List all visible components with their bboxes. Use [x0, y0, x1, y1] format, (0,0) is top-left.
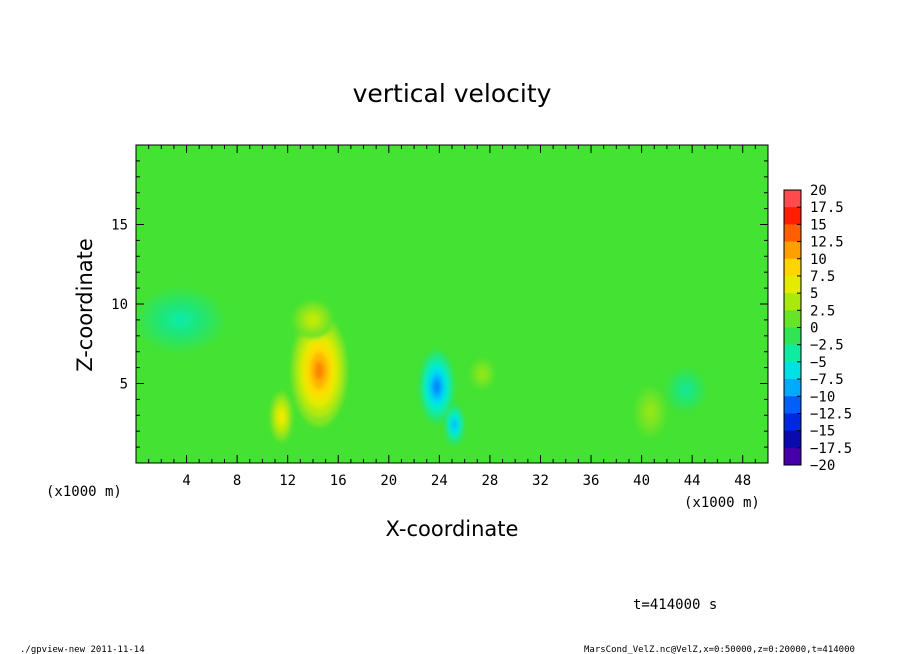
x-tick-label: 20	[380, 473, 397, 489]
x-tick-label: 28	[481, 473, 498, 489]
plot-area	[136, 145, 768, 463]
colorbar-label: 15	[810, 217, 827, 233]
field-feature	[292, 300, 334, 339]
chart-title: vertical velocity	[353, 79, 552, 108]
colorbar-segment	[784, 379, 801, 397]
colorbar-segment	[784, 413, 801, 432]
x-axis-label: X-coordinate	[386, 517, 519, 541]
colorbar-segment	[784, 361, 801, 380]
footer-left: ./gpview-new 2011-11-14	[20, 645, 145, 654]
colorbar-segment	[784, 447, 801, 466]
field-feature	[634, 386, 667, 438]
colorbar-segment	[784, 327, 801, 346]
colorbar-label: 12.5	[810, 235, 844, 251]
field-feature	[665, 367, 707, 413]
colorbar-segment	[784, 293, 801, 311]
x-tick-label: 16	[330, 473, 347, 489]
colorbar-label: −12.5	[810, 406, 852, 422]
field-feature	[469, 358, 495, 390]
colorbar-segment	[784, 207, 801, 225]
x-tick-label: 44	[684, 473, 701, 489]
colorbar-segment	[784, 310, 801, 328]
colorbar-segment	[784, 396, 801, 414]
colorbar-label: 7.5	[810, 269, 835, 285]
x-tick-label: 12	[279, 473, 296, 489]
x-tick-label: 40	[633, 473, 650, 489]
colorbar-label: 0	[810, 321, 818, 337]
field-feature	[291, 315, 348, 427]
colorbar-label: 17.5	[810, 200, 844, 216]
y-axis-label: Z-coordinate	[73, 238, 97, 372]
x-unit-left: (x1000 m)	[46, 484, 122, 500]
colorbar-label: 5	[810, 286, 818, 302]
field-feature	[136, 288, 225, 352]
colorbar-label: −17.5	[810, 441, 852, 457]
colorbar-label: 20	[810, 183, 827, 199]
y-tick-label: 5	[120, 377, 128, 393]
colorbar-label: 10	[810, 252, 827, 268]
colorbar-segment	[784, 190, 801, 208]
field-feature	[269, 391, 293, 443]
x-tick-label: 4	[182, 473, 190, 489]
x-axis: 4 8 12 16 20 24 28 32 36 40 44 48	[148, 145, 756, 489]
colorbar-segment	[784, 258, 801, 277]
y-axis: 5 10 15	[111, 160, 768, 448]
colorbar-segment	[784, 430, 801, 449]
x-tick-label: 24	[431, 473, 448, 489]
colorbar-label: 2.5	[810, 303, 835, 319]
x-unit-right: (x1000 m)	[684, 495, 760, 511]
colorbar-label: −2.5	[810, 338, 844, 354]
colorbar-label: −7.5	[810, 372, 844, 388]
x-tick-label: 8	[233, 473, 241, 489]
field-feature	[419, 350, 455, 424]
footer-right: MarsCond_VelZ.nc@VelZ,x=0:50000,z=0:2000…	[584, 645, 855, 654]
colorbar-label: −10	[810, 389, 835, 405]
colorbar-segment	[784, 275, 801, 294]
colorbar-label: −5	[810, 355, 827, 371]
x-tick-label: 32	[532, 473, 549, 489]
x-tick-label: 36	[583, 473, 600, 489]
y-tick-label: 10	[111, 297, 128, 313]
colorbar-label: −15	[810, 424, 835, 440]
time-label: t=414000 s	[633, 597, 717, 613]
x-tick-label: 48	[734, 473, 751, 489]
field-feature	[444, 404, 465, 446]
y-tick-label: 15	[111, 218, 128, 234]
colorbar-segment	[784, 241, 801, 260]
colorbar-segment	[784, 224, 801, 243]
colorbar-label: −20	[810, 458, 835, 474]
colorbar-segment	[784, 344, 801, 363]
